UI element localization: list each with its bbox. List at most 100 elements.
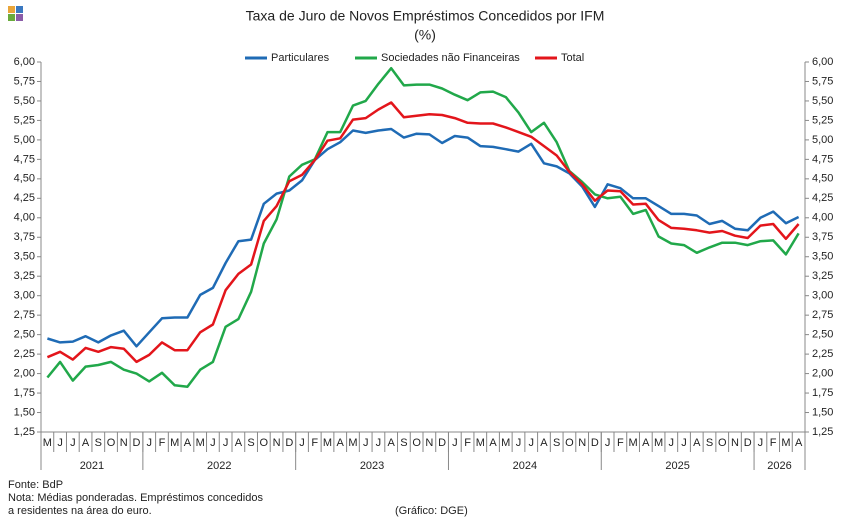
x-tick-label: D (591, 437, 599, 449)
y2-tick-label: 4,00 (812, 212, 833, 224)
x-tick-label: J (452, 437, 458, 449)
series-line (46, 101, 800, 364)
x-tick-label: J (605, 437, 611, 449)
year-label: 2023 (360, 460, 384, 472)
legend-label: Total (561, 52, 584, 64)
note: a residentes na área do euro. (8, 505, 152, 517)
y-tick-label: 5,25 (14, 114, 35, 126)
x-tick-label: J (70, 437, 76, 449)
x-tick-label: J (528, 437, 534, 449)
x-tick-label: A (489, 437, 497, 449)
x-tick-label: A (184, 437, 192, 449)
chart-title: Taxa de Juro de Novos Empréstimos Conced… (246, 8, 605, 24)
y2-tick-label: 1,25 (812, 426, 833, 438)
x-tick-label: S (247, 437, 254, 449)
y2-tick-label: 5,00 (812, 134, 833, 146)
y-tick-label: 4,00 (14, 212, 35, 224)
y2-tick-label: 2,75 (812, 309, 833, 321)
x-tick-label: M (196, 437, 205, 449)
source: Fonte: BdP (8, 479, 63, 491)
x-tick-label: N (425, 437, 433, 449)
x-tick-label: A (693, 437, 701, 449)
y-tick-label: 2,25 (14, 348, 35, 360)
y2-tick-label: 2,50 (812, 329, 833, 341)
y2-tick-label: 4,50 (812, 173, 833, 185)
x-tick-label: A (540, 437, 548, 449)
x-tick-label: A (387, 437, 395, 449)
y2-tick-label: 5,75 (812, 75, 833, 87)
y2-tick-label: 5,25 (812, 114, 833, 126)
x-tick-label: S (400, 437, 407, 449)
legend-label: Particulares (271, 52, 330, 64)
y2-tick-label: 3,75 (812, 231, 833, 243)
y-tick-label: 5,75 (14, 75, 35, 87)
logo (8, 6, 23, 21)
x-tick-label: D (744, 437, 752, 449)
x-tick-label: J (758, 437, 764, 449)
x-tick-label: O (107, 437, 116, 449)
x-tick-label: M (476, 437, 485, 449)
y2-tick-label: 1,75 (812, 387, 833, 399)
x-tick-label: N (578, 437, 586, 449)
year-label: 2022 (207, 460, 231, 472)
y-tick-label: 3,25 (14, 270, 35, 282)
y2-tick-label: 4,75 (812, 153, 833, 165)
x-tick-label: D (133, 437, 141, 449)
y-tick-label: 4,25 (14, 192, 35, 204)
y-tick-label: 5,00 (14, 134, 35, 146)
y-tick-label: 6,00 (14, 56, 35, 68)
x-tick-label: J (363, 437, 369, 449)
x-tick-label: A (235, 437, 243, 449)
x-tick-label: J (146, 437, 152, 449)
x-tick-label: O (260, 437, 269, 449)
x-tick-label: M (170, 437, 179, 449)
x-tick-label: O (718, 437, 727, 449)
x-tick-label: J (681, 437, 687, 449)
x-tick-label: N (120, 437, 128, 449)
y2-tick-label: 3,50 (812, 251, 833, 263)
x-tick-label: M (348, 437, 357, 449)
y-tick-label: 4,50 (14, 173, 35, 185)
y-tick-label: 2,75 (14, 309, 35, 321)
x-tick-label: A (82, 437, 90, 449)
x-tick-label: F (311, 437, 318, 449)
x-tick-label: S (95, 437, 102, 449)
chart-subtitle: (%) (414, 27, 436, 43)
y-tick-label: 2,50 (14, 329, 35, 341)
y-tick-label: 4,75 (14, 153, 35, 165)
x-tick-label: A (795, 437, 803, 449)
credit: (Gráfico: DGE) (395, 505, 468, 517)
x-tick-label: M (654, 437, 663, 449)
x-tick-label: F (770, 437, 777, 449)
y-tick-label: 3,75 (14, 231, 35, 243)
year-label: 2025 (665, 460, 689, 472)
x-tick-label: M (501, 437, 510, 449)
x-tick-label: D (438, 437, 446, 449)
y-tick-label: 1,50 (14, 406, 35, 418)
y-tick-label: 2,00 (14, 367, 35, 379)
x-tick-label: A (337, 437, 345, 449)
x-tick-label: D (285, 437, 293, 449)
x-tick-label: J (210, 437, 216, 449)
x-tick-label: J (516, 437, 522, 449)
x-tick-label: J (669, 437, 675, 449)
y-tick-label: 3,00 (14, 290, 35, 302)
x-tick-label: N (273, 437, 281, 449)
x-tick-label: A (642, 437, 650, 449)
x-tick-label: O (412, 437, 421, 449)
y2-tick-label: 3,00 (812, 290, 833, 302)
y2-tick-label: 5,50 (812, 95, 833, 107)
x-tick-label: J (223, 437, 229, 449)
year-label: 2021 (80, 460, 104, 472)
series-line (47, 127, 800, 348)
x-tick-label: F (464, 437, 471, 449)
y2-tick-label: 3,25 (812, 270, 833, 282)
y-tick-label: 1,75 (14, 387, 35, 399)
x-tick-label: M (781, 437, 790, 449)
series-line (46, 66, 800, 389)
x-tick-label: M (43, 437, 52, 449)
x-tick-label: M (629, 437, 638, 449)
y2-tick-label: 2,00 (812, 367, 833, 379)
